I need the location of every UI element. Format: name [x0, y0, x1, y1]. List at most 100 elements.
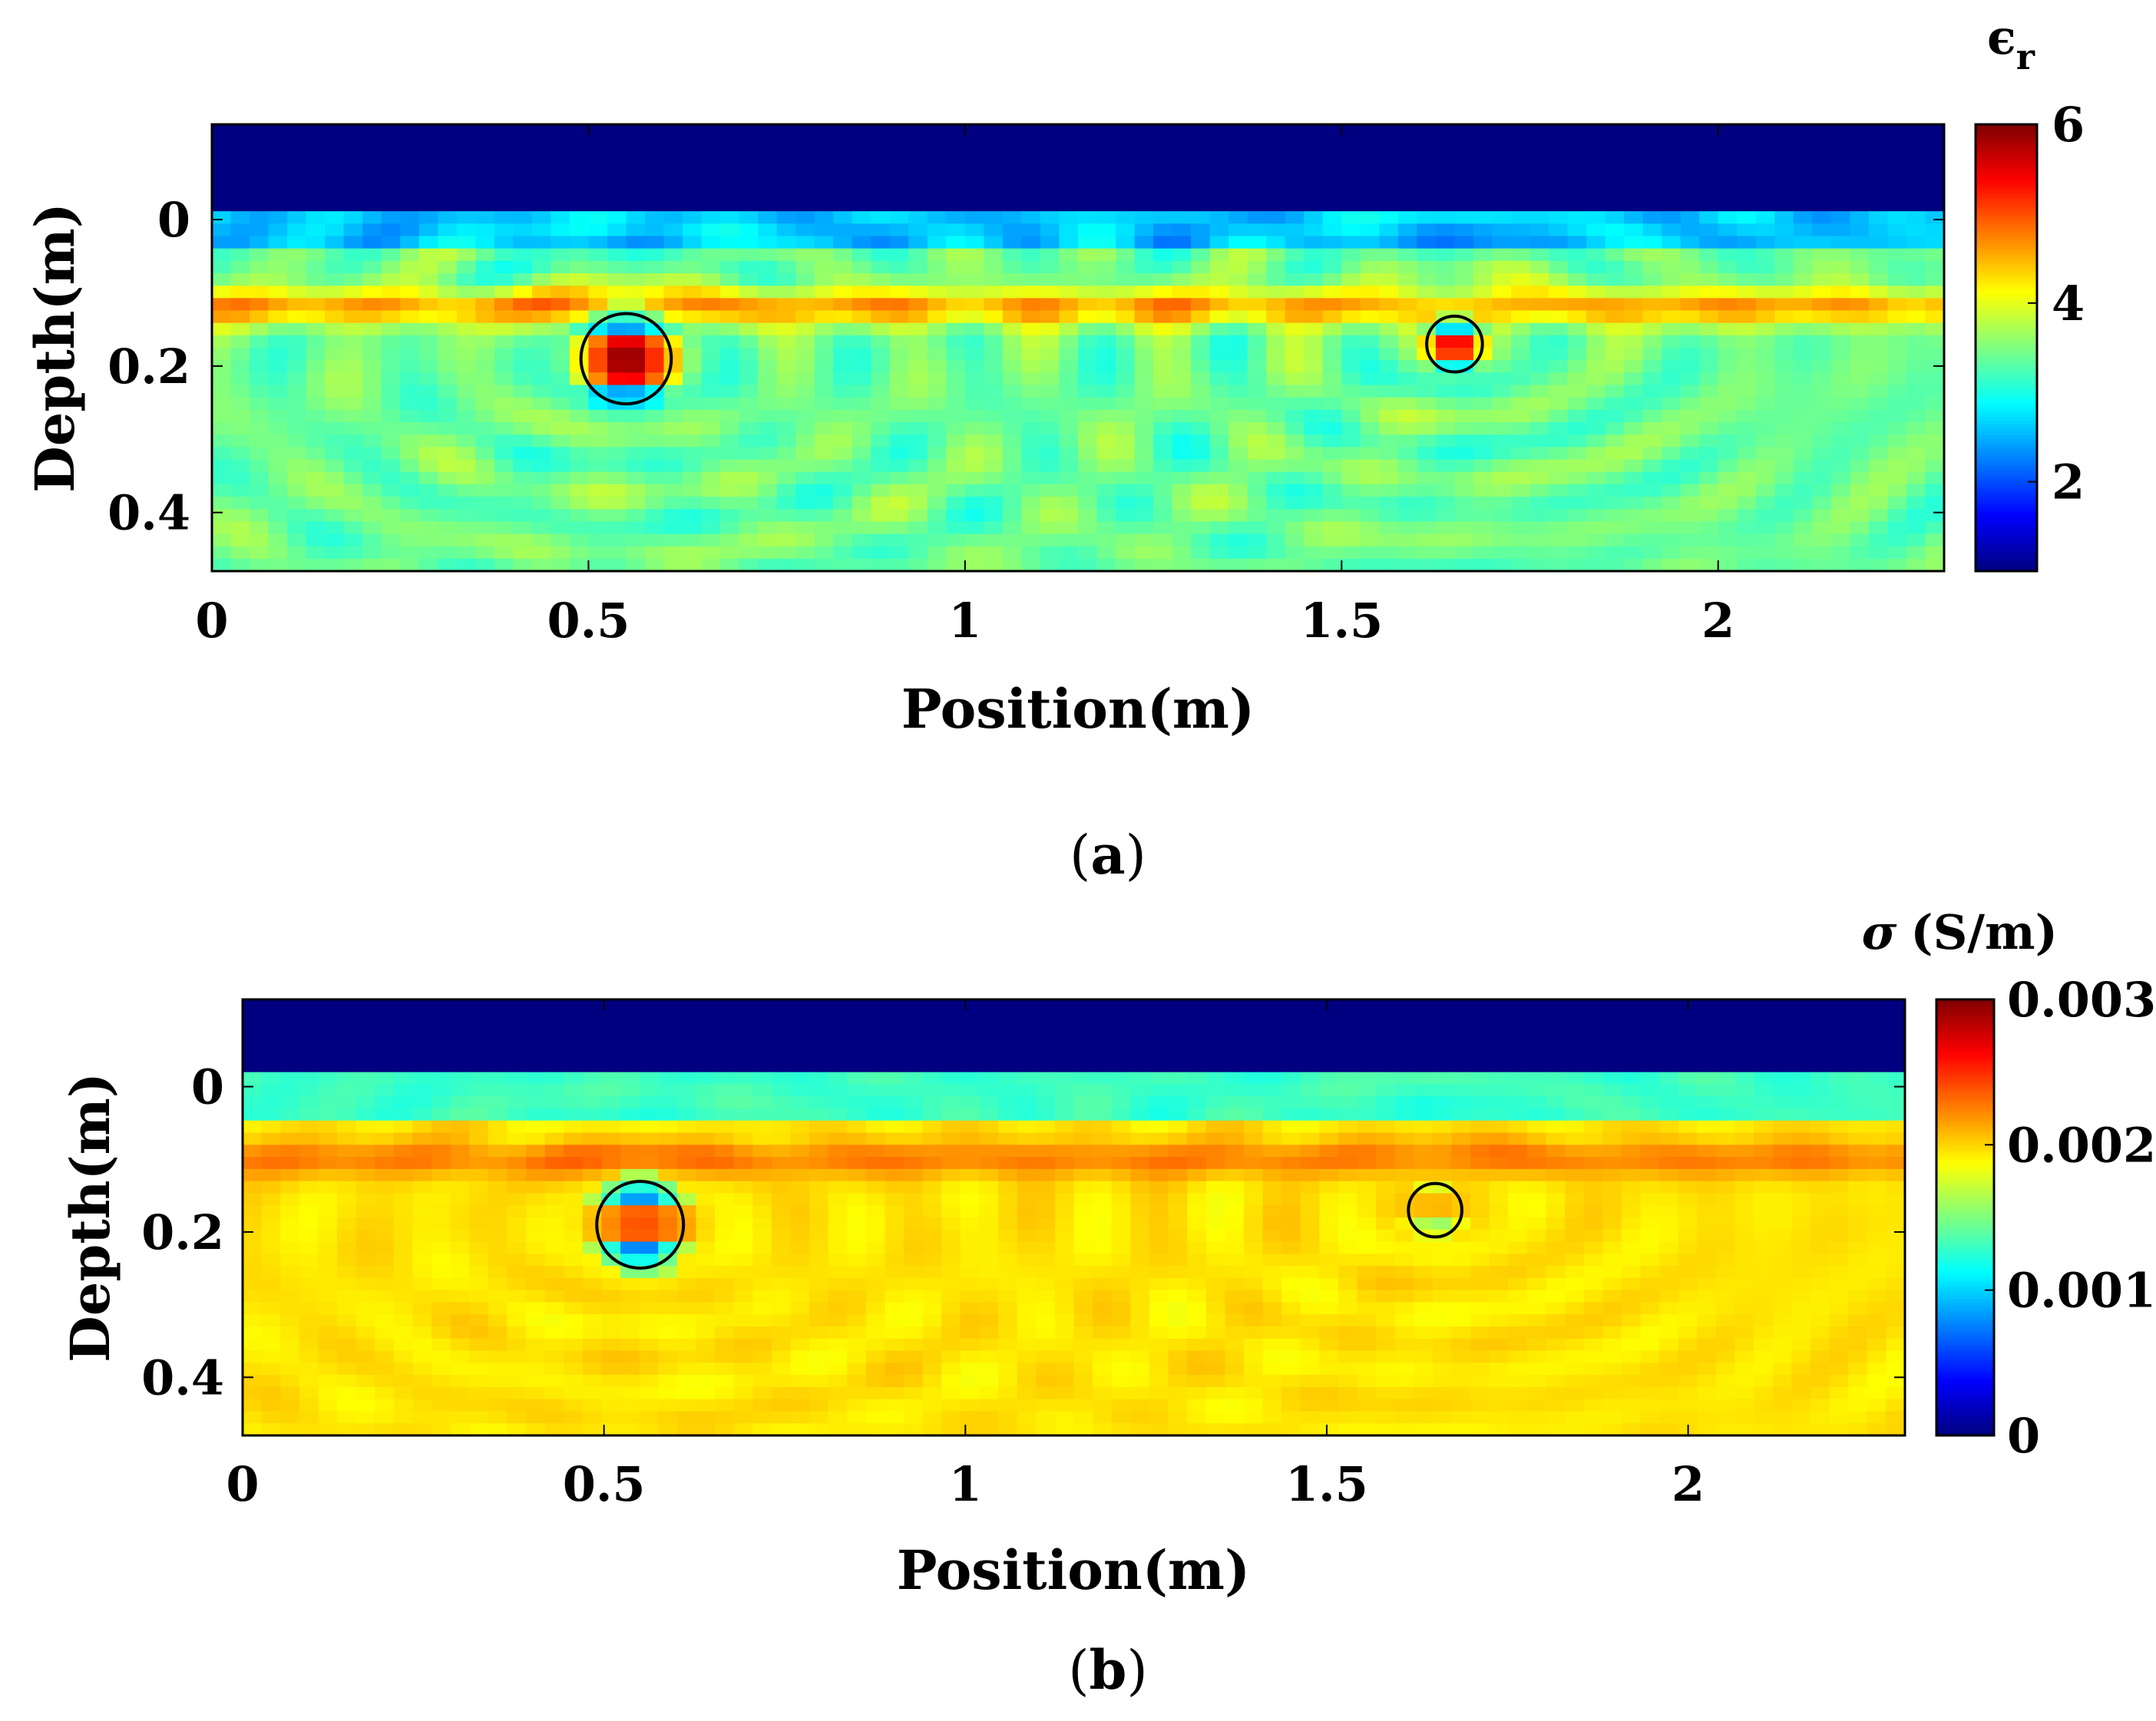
heatmap-cell: [1492, 161, 1512, 175]
heatmap-cell: [544, 1059, 565, 1073]
heatmap-cell: [1153, 248, 1173, 262]
heatmap-cell: [696, 1157, 716, 1170]
heatmap-cell: [1451, 1084, 1471, 1098]
heatmap-cell: [1774, 521, 1794, 535]
colorbar-segment: [1976, 236, 2037, 240]
heatmap-cell: [1774, 186, 1794, 200]
heatmap-cell: [1322, 273, 1343, 286]
heatmap-cell: [847, 1059, 867, 1073]
heatmap-cell: [1583, 1120, 1604, 1134]
heatmap-cell: [1565, 1120, 1585, 1134]
heatmap-cell: [450, 1096, 471, 1109]
heatmap-cell: [607, 335, 627, 348]
heatmap-cell: [268, 459, 288, 473]
heatmap-cell: [809, 1023, 829, 1037]
heatmap-cell: [456, 236, 477, 249]
heatmap-cell: [212, 161, 232, 175]
heatmap-cell: [1529, 173, 1549, 187]
heatmap-cell: [1642, 298, 1662, 312]
heatmap-cell: [1191, 322, 1211, 336]
heatmap-cell: [1243, 1193, 1264, 1207]
heatmap-cell: [569, 248, 590, 262]
heatmap-cell: [1473, 385, 1493, 398]
heatmap-cell: [758, 335, 778, 348]
heatmap-cell: [1529, 248, 1549, 262]
heatmap-cell: [1508, 1072, 1528, 1085]
heatmap-cell: [645, 199, 665, 212]
heatmap-cell: [494, 298, 514, 312]
heatmap-cell: [676, 1168, 697, 1182]
heatmap-cell: [720, 286, 740, 299]
heatmap-cell: [1793, 533, 1814, 547]
heatmap-cell: [1209, 137, 1229, 150]
heatmap-cell: [1134, 310, 1154, 324]
heatmap-cell: [230, 186, 250, 200]
heatmap-cell: [701, 310, 721, 324]
heatmap-cell: [1830, 360, 1851, 374]
heatmap-cell: [230, 533, 250, 547]
heatmap-cell: [1247, 137, 1268, 150]
heatmap-cell: [1397, 322, 1418, 336]
heatmap-cell: [1096, 137, 1116, 150]
heatmap-cell: [1432, 1120, 1453, 1134]
heatmap-cell: [1338, 1072, 1358, 1085]
heatmap-cell: [1492, 211, 1512, 225]
heatmap-cell: [833, 310, 853, 324]
heatmap-cell: [1247, 322, 1268, 336]
heatmap-cell: [1624, 286, 1644, 299]
heatmap-cell: [1492, 223, 1512, 237]
heatmap-cell: [287, 137, 307, 150]
heatmap-cell: [1473, 149, 1493, 163]
heatmap-cell: [1624, 533, 1644, 547]
heatmap-cell: [1586, 260, 1606, 274]
heatmap-cell: [1830, 223, 1851, 237]
heatmap-cell: [400, 497, 420, 510]
heatmap-cell: [927, 372, 947, 386]
heatmap-cell: [306, 186, 326, 200]
heatmap-cell: [1096, 149, 1116, 163]
heatmap-cell: [400, 447, 420, 461]
heatmap-cell: [1036, 1120, 1056, 1134]
heatmap-cell: [1772, 1036, 1793, 1049]
heatmap-cell: [1191, 124, 1211, 137]
heatmap-cell: [569, 149, 590, 163]
heatmap-cell: [1262, 1096, 1282, 1109]
heatmap-cell: [513, 260, 533, 274]
heatmap-cell: [355, 1059, 376, 1073]
heatmap-cell: [1116, 409, 1136, 423]
heatmap-cell: [1511, 335, 1531, 348]
heatmap-cell: [513, 348, 533, 361]
heatmap-cell: [1228, 149, 1248, 163]
heatmap-cell: [1850, 186, 1870, 200]
heatmap-cell: [1209, 248, 1229, 262]
heatmap-cell: [1322, 447, 1343, 461]
heatmap-cell: [1360, 248, 1381, 262]
heatmap-cell: [1549, 223, 1569, 237]
heatmap-cell: [1054, 1181, 1075, 1194]
heatmap-cell: [1040, 471, 1060, 485]
heatmap-cell: [564, 1157, 584, 1170]
heatmap-cell: [1526, 1157, 1547, 1170]
heatmap-cell: [1360, 397, 1381, 411]
heatmap-cell: [1247, 149, 1268, 163]
heatmap-cell: [1153, 360, 1173, 374]
heatmap-cell: [1583, 1096, 1604, 1109]
heatmap-cell: [607, 422, 627, 435]
heatmap-cell: [701, 447, 721, 461]
heatmap-cell: [758, 223, 778, 237]
heatmap-cell: [1925, 385, 1945, 398]
heatmap-cell: [1678, 1072, 1698, 1085]
heatmap-cell: [1583, 999, 1604, 1012]
heatmap-cell: [1304, 286, 1324, 299]
heatmap-cell: [1642, 372, 1662, 386]
heatmap-cell: [412, 1084, 432, 1098]
heatmap-cell: [1338, 1011, 1358, 1025]
heatmap-cell: [1715, 1036, 1736, 1049]
heatmap-cell: [701, 459, 721, 473]
heatmap-cell: [720, 385, 740, 398]
heatmap-cell: [1134, 360, 1154, 374]
heatmap-cell: [1338, 1168, 1358, 1182]
heatmap-cell: [1281, 1132, 1301, 1146]
heatmap-cell: [814, 360, 835, 374]
heatmap-cell: [230, 471, 250, 485]
